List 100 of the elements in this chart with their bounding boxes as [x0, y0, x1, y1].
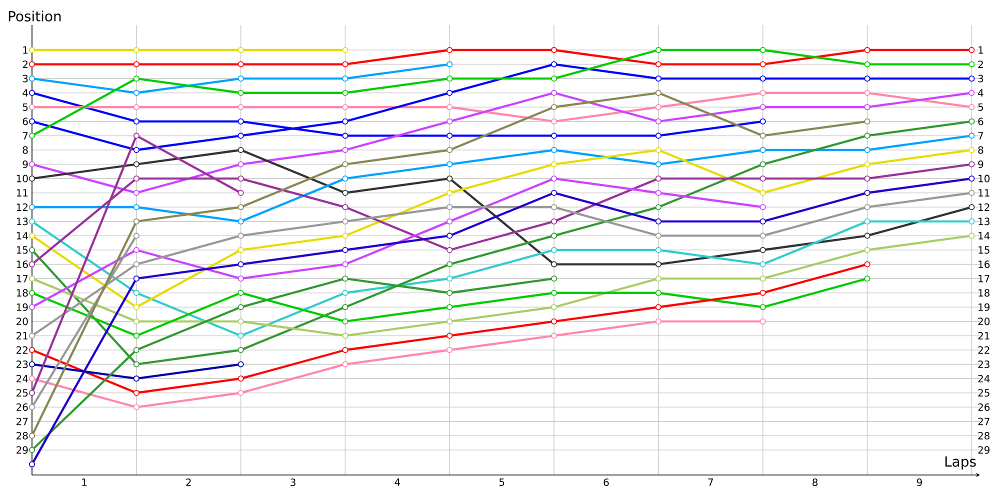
point: [760, 276, 766, 282]
point: [238, 246, 244, 254]
y-tick-label: 25: [16, 389, 28, 397]
point: [968, 146, 975, 154]
x-tick-label: 2: [186, 478, 191, 486]
y2-tick-label: 6: [978, 118, 984, 126]
y-tick-label: 2: [22, 60, 28, 68]
point: [968, 161, 975, 168]
point: [133, 304, 140, 310]
point: [133, 318, 140, 324]
point: [28, 361, 36, 368]
point: [760, 90, 766, 96]
y-tick-label: 18: [16, 289, 28, 297]
y2-tick-label: 10: [978, 174, 990, 182]
point: [133, 90, 140, 96]
point: [238, 290, 244, 296]
point: [760, 61, 766, 68]
point: [655, 132, 662, 139]
point: [342, 332, 348, 339]
y-tick-label: 27: [16, 418, 28, 426]
point: [133, 176, 140, 182]
point: [28, 176, 36, 182]
point: [28, 276, 36, 282]
point: [238, 332, 244, 339]
y2-tick-label: 27: [978, 418, 990, 426]
point: [446, 76, 453, 82]
point: [550, 190, 558, 196]
point: [760, 76, 766, 82]
point: [28, 404, 36, 410]
y2-tick-label: 21: [978, 332, 990, 340]
x-tick-label: 5: [499, 478, 504, 486]
point: [550, 104, 558, 110]
point: [864, 204, 870, 210]
point: [446, 346, 453, 354]
point: [133, 276, 140, 282]
point: [446, 176, 453, 182]
point: [760, 190, 766, 196]
point: [968, 204, 975, 210]
y-tick-label: 24: [16, 374, 28, 382]
y2-tick-label: 26: [978, 403, 990, 411]
point: [133, 61, 140, 68]
point: [238, 232, 244, 239]
y2-tick-label: 9: [978, 160, 984, 168]
point: [238, 361, 244, 368]
point: [655, 304, 662, 310]
y2-tick-label: 23: [978, 360, 990, 368]
point: [655, 76, 662, 82]
point: [968, 61, 975, 68]
y2-tick-label: 17: [978, 274, 990, 282]
point: [864, 118, 870, 124]
point: [655, 176, 662, 182]
point: [864, 218, 870, 224]
point: [655, 61, 662, 68]
y-tick-label: 13: [16, 218, 28, 226]
point: [238, 318, 244, 324]
point: [238, 261, 244, 268]
y2-tick-label: 24: [978, 374, 990, 382]
point: [238, 346, 244, 354]
point: [655, 246, 662, 254]
point: [446, 204, 453, 210]
point: [550, 218, 558, 224]
point: [133, 190, 140, 196]
y-tick-label: 16: [16, 260, 28, 268]
point: [28, 446, 36, 454]
point: [446, 161, 453, 168]
point: [550, 304, 558, 310]
point: [133, 332, 140, 339]
point: [238, 61, 244, 68]
point: [28, 246, 36, 254]
y-tick-label: 19: [16, 303, 28, 311]
point: [446, 90, 453, 96]
y2-tick-label: 13: [978, 218, 990, 226]
point: [342, 261, 348, 268]
point: [864, 246, 870, 254]
y2-tick-label: 18: [978, 289, 990, 297]
point: [342, 176, 348, 182]
point: [655, 190, 662, 196]
point: [864, 132, 870, 139]
point: [550, 332, 558, 339]
point: [760, 204, 766, 210]
point: [342, 161, 348, 168]
point: [28, 76, 36, 82]
y-tick-label: 15: [16, 246, 28, 254]
point: [550, 118, 558, 124]
point: [28, 290, 36, 296]
point: [968, 90, 975, 96]
point: [550, 61, 558, 68]
point: [238, 304, 244, 310]
point: [342, 276, 348, 282]
point: [550, 161, 558, 168]
point: [342, 232, 348, 239]
point: [550, 204, 558, 210]
point: [760, 46, 766, 54]
point: [968, 132, 975, 139]
point: [550, 132, 558, 139]
point: [342, 218, 348, 224]
y2-tick-label: 1: [978, 46, 983, 54]
point: [446, 304, 453, 310]
point: [28, 304, 36, 310]
point: [446, 218, 453, 224]
